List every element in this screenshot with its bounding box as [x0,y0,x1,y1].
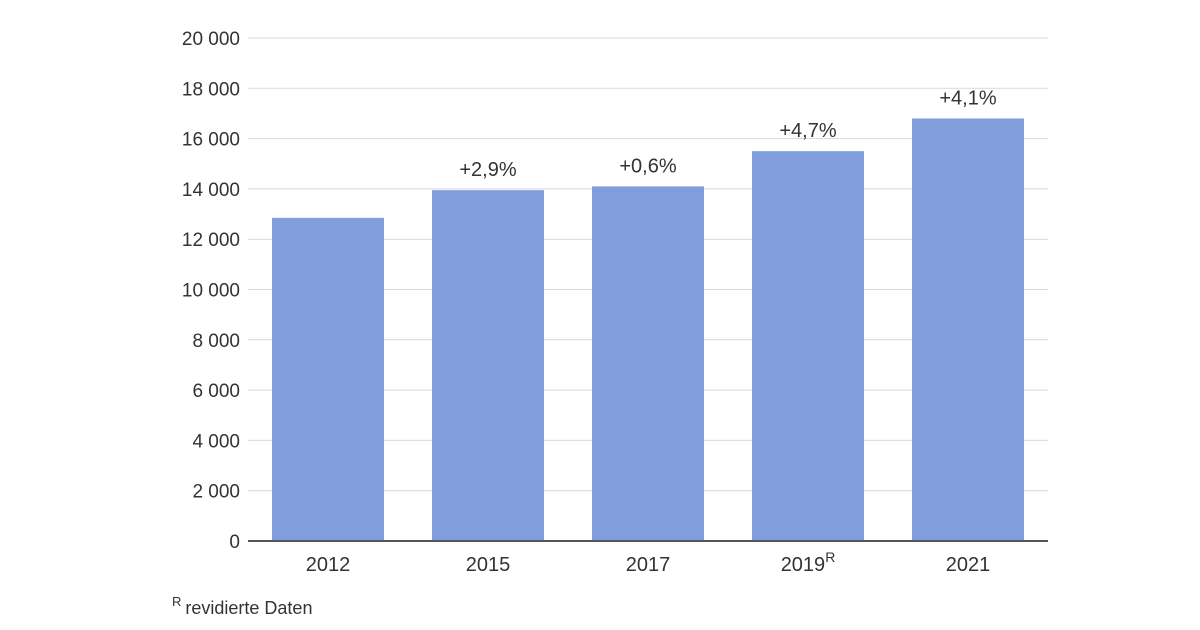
y-tick-label: 12 000 [182,230,240,251]
y-tick-label: 16 000 [182,130,240,151]
bars [272,118,1024,542]
bar-2019 [752,151,864,542]
x-tick-label-2012: 2012 [306,554,351,576]
footnote-text: revidierte Daten [185,598,313,618]
y-tick-label: 20 000 [182,29,240,50]
data-label-2021: +4,1% [939,87,996,109]
data-label-2015: +2,9% [459,159,516,181]
data-label-2017: +0,6% [619,155,676,177]
y-tick-label: 8 000 [192,331,240,352]
footnote-mark: R [172,594,182,609]
bar-2015 [432,190,544,541]
y-tick-label: 18 000 [182,79,240,100]
x-tick-label-2021: 2021 [946,554,991,576]
y-tick-label: 0 [229,532,240,553]
revised-superscript: R [825,549,835,565]
x-tick-label-2017: 2017 [626,554,671,576]
bar-2012 [272,217,384,541]
bar-2021 [912,118,1024,541]
x-axis-category-labels: 2012 2015 2017 2019R 2021 [306,549,991,576]
y-tick-label: 6 000 [192,381,240,402]
x-tick-label-2019: 2019R [781,549,836,576]
x-tick-label-2015: 2015 [466,554,511,576]
bar-2017 [592,186,704,541]
y-tick-label: 4 000 [192,431,240,452]
y-axis-tick-labels: 0 2 000 4 000 6 000 8 000 10 000 12 000 14 000 1… [182,29,240,553]
y-tick-label: 14 000 [182,180,240,201]
y-tick-label: 2 000 [192,482,240,503]
data-labels: +2,9% +0,6% +4,7% +4,1% [459,87,996,181]
y-tick-label: 10 000 [182,281,240,302]
data-label-2019: +4,7% [779,120,836,142]
